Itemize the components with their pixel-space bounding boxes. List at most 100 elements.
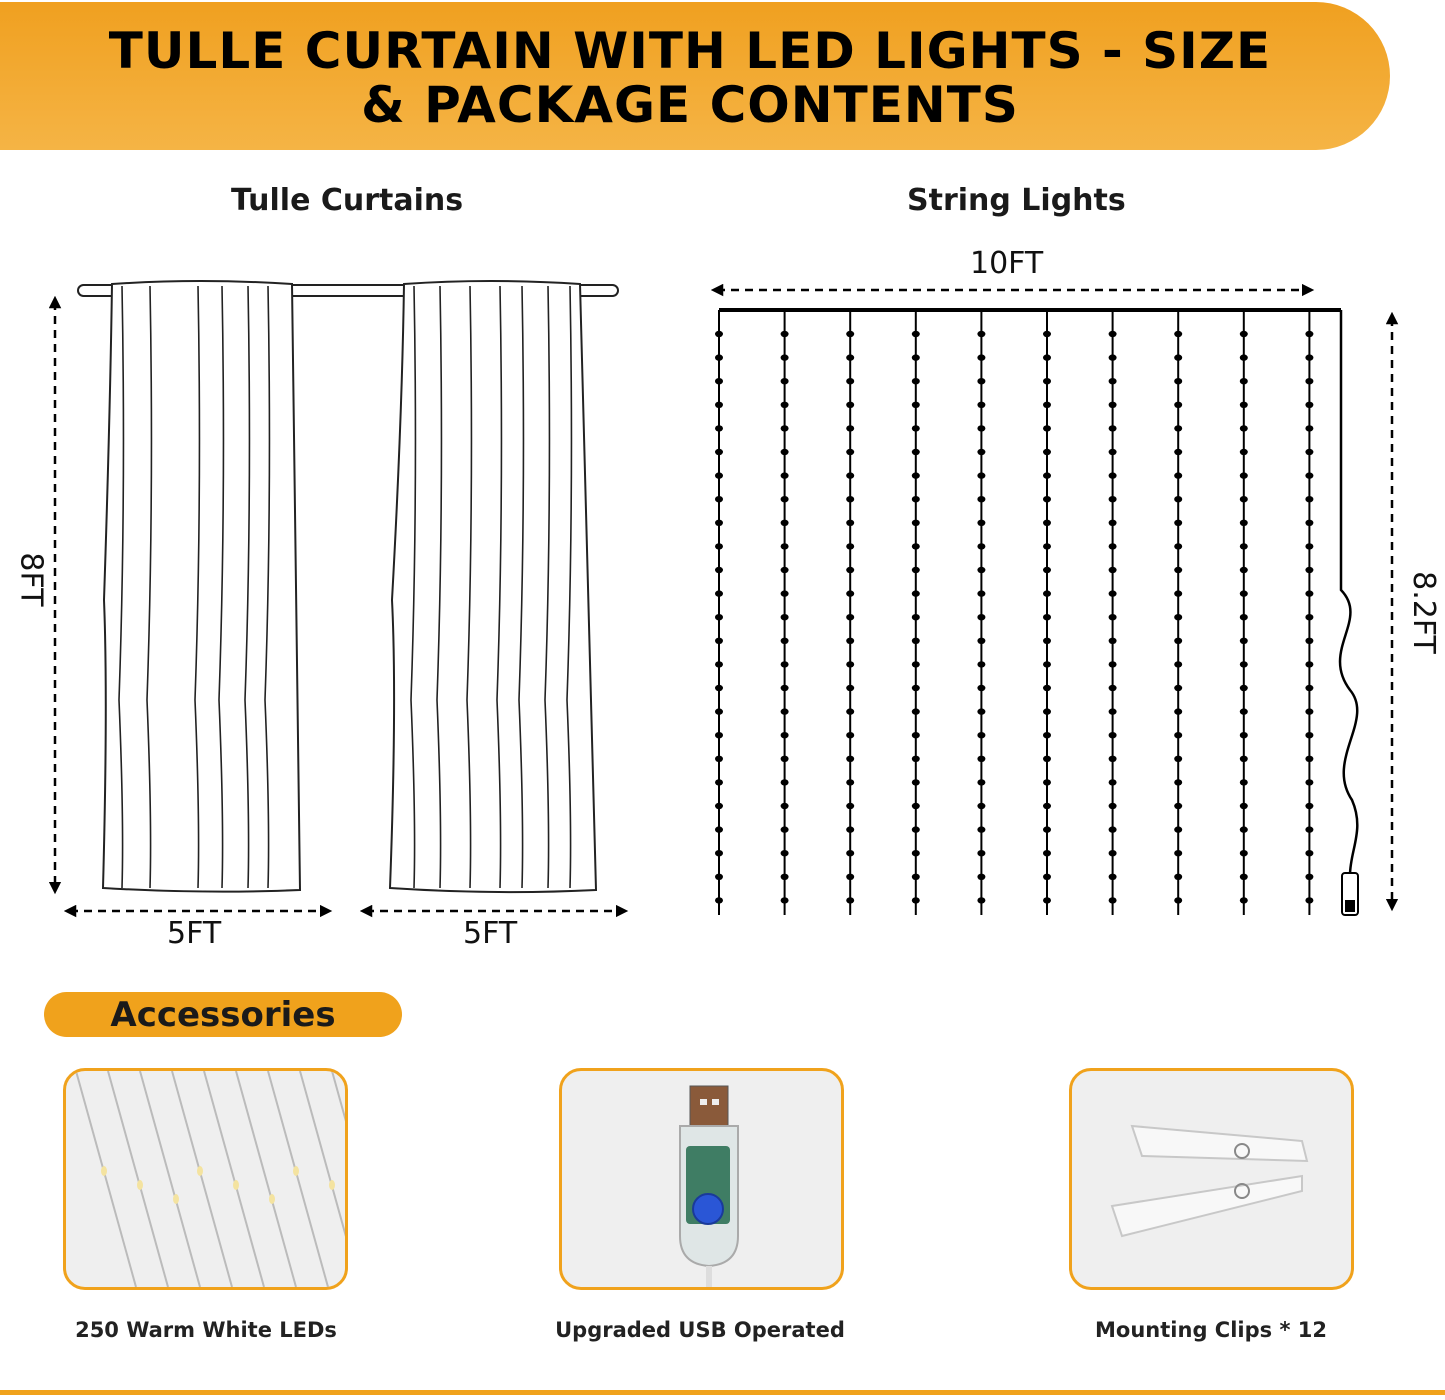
curtain-width-left-label: 5FT xyxy=(167,916,222,951)
curtain-fold xyxy=(544,285,551,889)
led-bulb xyxy=(1239,330,1248,338)
led-bulb xyxy=(715,614,723,621)
led-wire xyxy=(299,1071,345,1237)
led-bulb xyxy=(977,684,986,692)
led-bulb xyxy=(1239,448,1248,456)
led-bulb xyxy=(173,1194,179,1204)
led-bulb xyxy=(780,401,789,408)
led-bulb xyxy=(1305,590,1314,597)
led-bulb xyxy=(1305,401,1314,408)
accessory-card-usb xyxy=(559,1068,844,1290)
led-bulb xyxy=(1174,708,1183,715)
led-bulb xyxy=(977,614,986,621)
led-bulb xyxy=(1043,732,1051,739)
led-bulb xyxy=(1043,779,1051,786)
led-bulb xyxy=(1108,566,1117,574)
led-bulb xyxy=(1108,614,1117,621)
led-bulb xyxy=(1174,873,1183,880)
led-bulb xyxy=(1239,519,1248,526)
clips-icon xyxy=(1110,1124,1309,1238)
led-bulb xyxy=(1305,826,1314,833)
curtains-title: Tulle Curtains xyxy=(231,183,464,218)
led-bulb xyxy=(846,472,855,479)
led-bulb xyxy=(911,873,920,880)
led-bulb xyxy=(715,401,723,408)
led-bulb xyxy=(1239,566,1248,574)
led-bulb xyxy=(977,637,986,644)
curtain-fold xyxy=(264,285,271,889)
led-bulb xyxy=(1108,684,1117,692)
led-bulb xyxy=(715,354,723,361)
led-wire xyxy=(171,1071,233,1287)
led-bulb xyxy=(780,684,789,692)
lights-title: String Lights xyxy=(907,183,1126,218)
led-bulb xyxy=(1239,661,1248,668)
led-bulb xyxy=(1108,661,1117,668)
led-bulb xyxy=(233,1180,239,1190)
led-bulb xyxy=(715,826,723,833)
led-bulb xyxy=(977,472,986,479)
led-wire xyxy=(203,1071,265,1287)
led-bulb xyxy=(1108,779,1117,786)
led-bulb xyxy=(846,543,855,550)
led-bulb xyxy=(1043,519,1051,526)
led-strands-icon xyxy=(75,1071,345,1287)
led-bulb xyxy=(715,850,723,857)
led-bulb xyxy=(1305,755,1314,762)
led-bulb xyxy=(1305,637,1314,644)
led-bulb xyxy=(911,802,920,810)
led-bulb xyxy=(1043,354,1051,361)
led-bulb xyxy=(1108,755,1117,762)
led-wire xyxy=(331,1071,345,1122)
led-bulb xyxy=(911,472,920,479)
caption-leds: 250 Warm White LEDs xyxy=(75,1318,337,1342)
led-bulb xyxy=(911,425,920,432)
curtain-height-label: 8FT xyxy=(13,552,49,607)
led-bulb xyxy=(1305,472,1314,479)
led-bulb xyxy=(715,566,723,574)
led-bulb xyxy=(911,519,920,526)
led-bulb xyxy=(1174,448,1183,456)
led-bulb xyxy=(1174,519,1183,526)
led-bulb xyxy=(911,826,920,833)
led-bulb xyxy=(197,1166,203,1176)
led-bulb xyxy=(715,755,723,762)
led-bulb xyxy=(846,826,855,833)
led-bulb xyxy=(846,661,855,668)
light-strands xyxy=(715,310,1314,915)
led-bulb xyxy=(977,897,986,904)
led-bulb xyxy=(1043,897,1051,904)
led-bulb xyxy=(977,566,986,574)
led-bulb xyxy=(1305,425,1314,432)
led-bulb xyxy=(911,614,920,621)
led-bulb xyxy=(1239,472,1248,479)
led-bulb xyxy=(715,708,723,715)
led-bulb xyxy=(911,779,920,786)
led-bulb xyxy=(1108,732,1117,739)
power-cable xyxy=(1338,310,1359,876)
led-bulb xyxy=(780,519,789,526)
led-bulb xyxy=(977,330,986,338)
led-bulb xyxy=(1043,566,1051,574)
led-bulb xyxy=(846,448,855,456)
curtain-fold xyxy=(436,285,443,889)
led-wire xyxy=(235,1071,297,1287)
curtain-fold xyxy=(194,285,201,889)
led-bulb xyxy=(1174,755,1183,762)
led-bulb xyxy=(1108,330,1117,338)
led-bulb xyxy=(780,425,789,432)
curtain-fold xyxy=(518,285,525,889)
led-bulb xyxy=(1174,637,1183,644)
led-bulb xyxy=(780,496,789,503)
led-bulb xyxy=(1174,590,1183,597)
led-bulb xyxy=(911,897,920,904)
led-bulb xyxy=(1108,425,1117,432)
led-bulb xyxy=(1043,873,1051,880)
led-bulb xyxy=(101,1166,107,1176)
led-bulb xyxy=(1305,850,1314,857)
led-bulb xyxy=(846,873,855,880)
led-bulb xyxy=(1043,496,1051,503)
led-bulb xyxy=(780,802,789,810)
led-bulb xyxy=(1108,519,1117,526)
led-bulb xyxy=(1239,684,1248,692)
